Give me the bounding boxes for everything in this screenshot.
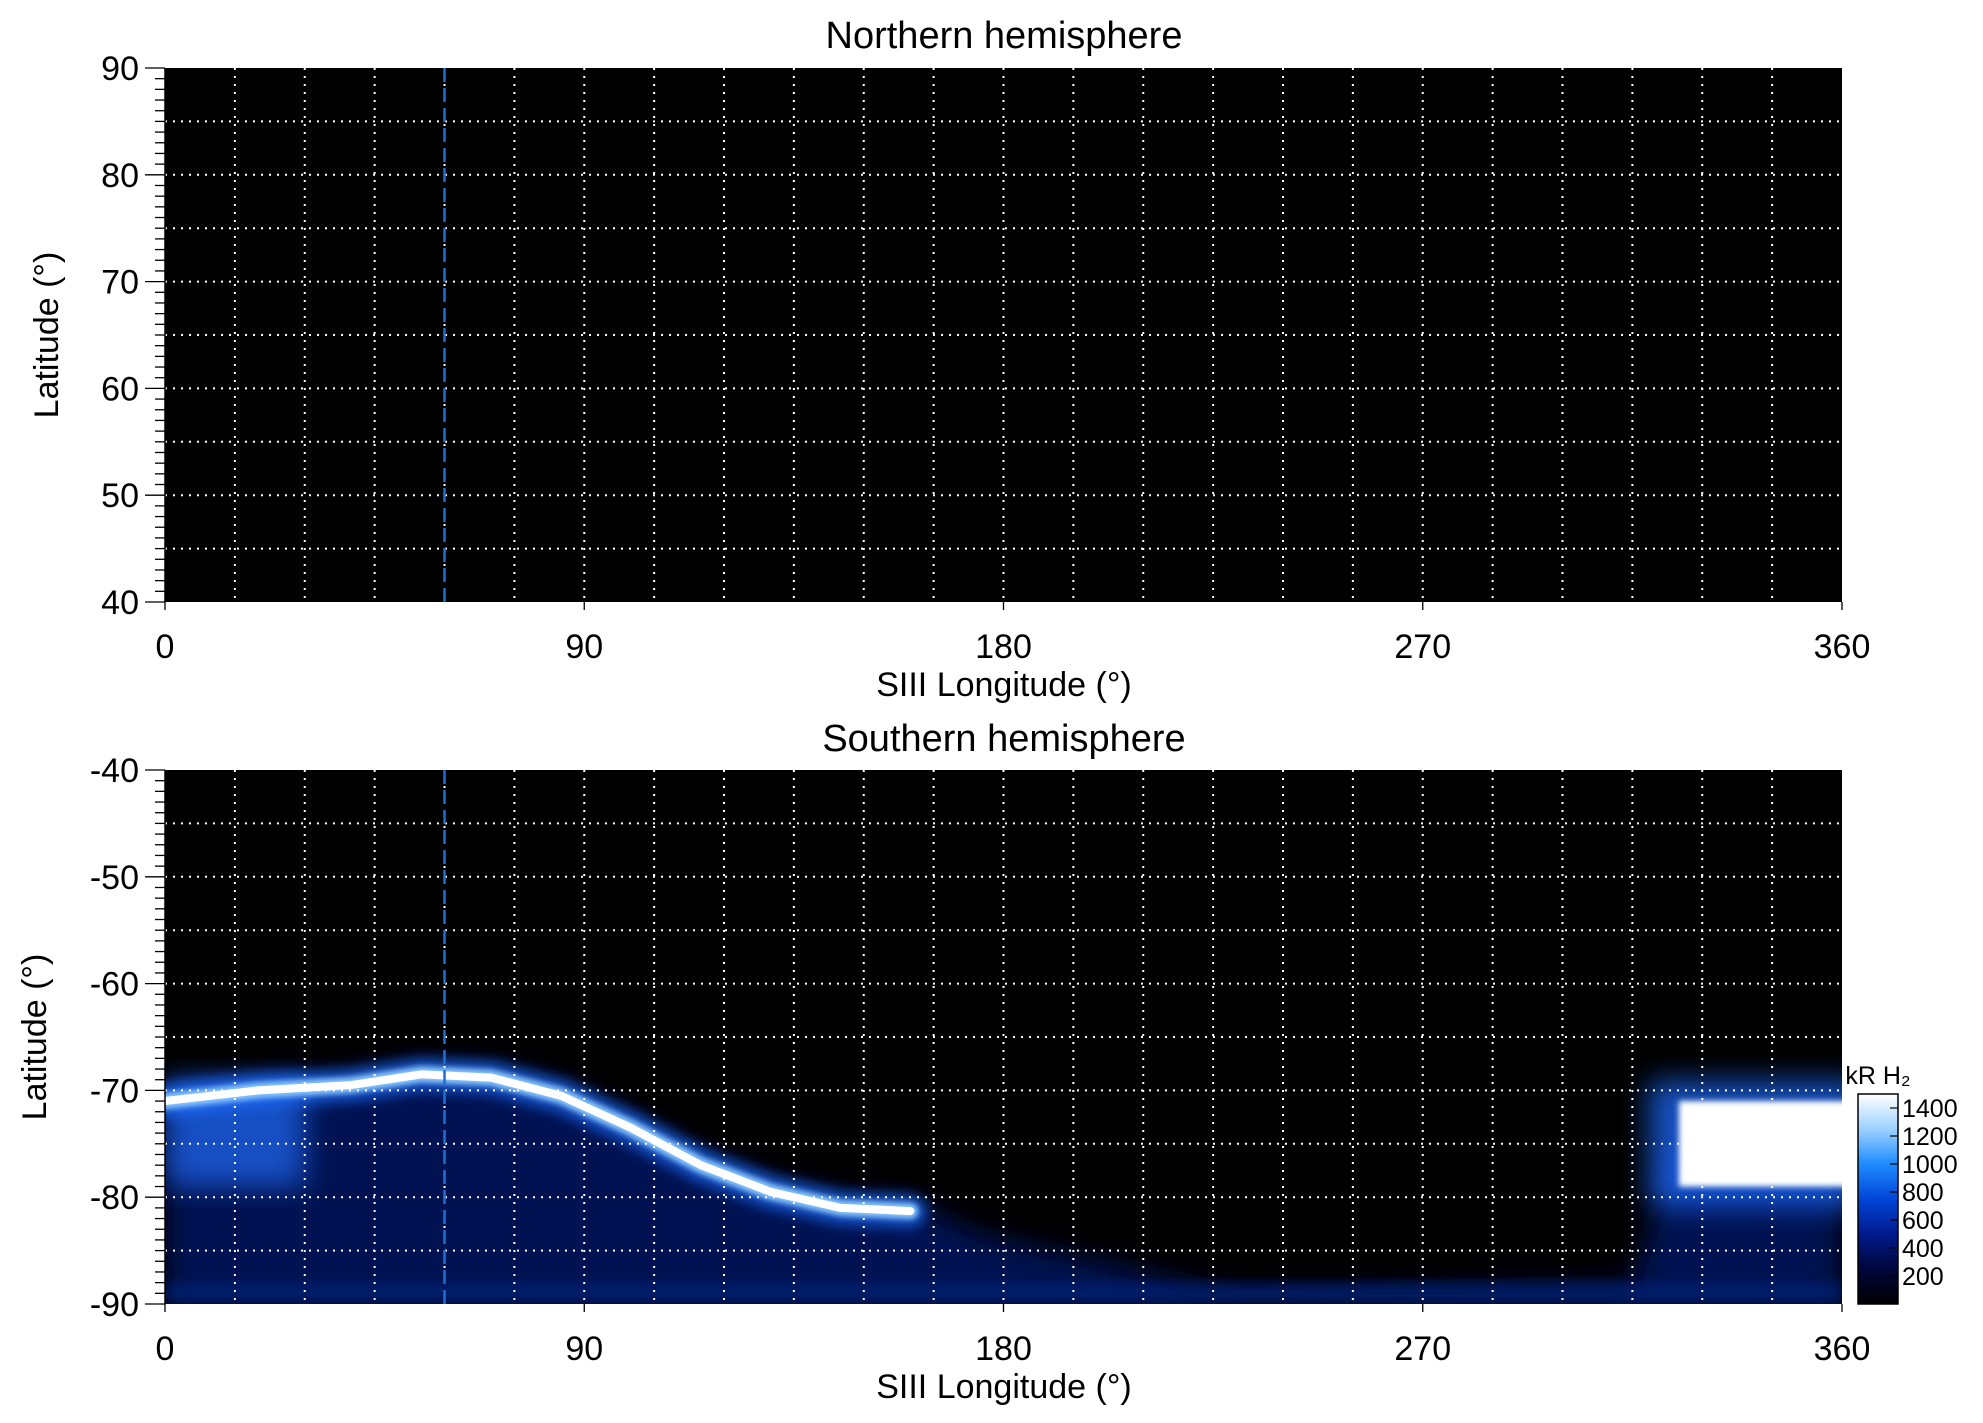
south-auroral-oval [165,1057,928,1229]
y-tick-label: 60 [101,370,139,408]
x-tick-label: 90 [565,628,603,666]
y-tick-label: -40 [90,752,139,790]
colorbar-label: kR H₂ [1845,1062,1910,1090]
colorbar-tick-label: 200 [1902,1263,1944,1291]
north-y-ticks: 90 80 70 60 50 40 [101,50,166,622]
colorbar-gradient [1857,1093,1899,1305]
y-tick-label: -60 [90,966,139,1004]
x-tick-label: 0 [156,1330,175,1368]
y-tick-label: 70 [101,264,139,302]
colorbar-tick-label: 400 [1902,1235,1944,1263]
north-y-axis-label: Latitude (°) [28,252,66,419]
x-tick-label: 180 [975,1330,1032,1368]
colorbar-tick-label: 800 [1902,1179,1944,1207]
y-tick-label: -70 [90,1072,139,1110]
north-x-ticks: 0 90 180 270 360 [156,602,1871,666]
x-tick-label: 360 [1814,628,1871,666]
x-tick-label: 360 [1814,1330,1871,1368]
bright-region-core [1678,1101,1842,1187]
colorbar-tick-label: 1400 [1902,1095,1958,1123]
north-x-axis-label: SIII Longitude (°) [876,666,1132,704]
y-tick-label: -90 [90,1286,139,1324]
x-tick-label: 270 [1394,1330,1451,1368]
y-tick-label: -80 [90,1179,139,1217]
south-grid [165,770,1842,1304]
south-x-axis-label: SIII Longitude (°) [876,1368,1132,1406]
y-tick-label: 50 [101,477,139,515]
south-y-ticks: -40 -50 -60 -70 -80 -90 [90,752,166,1324]
colorbar-tick-label: 1000 [1902,1151,1958,1179]
south-title: Southern hemisphere [822,718,1185,760]
south-x-ticks: 0 90 180 270 360 [156,1304,1871,1368]
polar-band [165,1282,1842,1304]
x-tick-label: 90 [565,1330,603,1368]
y-tick-label: 90 [101,50,139,88]
x-tick-label: 0 [156,628,175,666]
y-tick-label: 40 [101,584,139,622]
y-tick-label: 80 [101,157,139,195]
colorbar-tick-label: 1200 [1902,1123,1958,1151]
y-tick-label: -50 [90,859,139,897]
x-tick-label: 270 [1394,628,1451,666]
north-title: Northern hemisphere [826,15,1183,57]
south-bright-region [1648,1081,1842,1207]
x-tick-label: 180 [975,628,1032,666]
north-panel: Northern hemisphere 90 80 70 60 50 40 0 90 180 2… [28,15,1870,704]
oval-core [165,1070,915,1216]
south-y-axis-label: Latitude (°) [16,954,54,1121]
south-panel: Southern hemisphere -40 -50 -60 -70 -80 -90 0… [16,718,1870,1406]
colorbar-tick-label: 600 [1902,1207,1944,1235]
